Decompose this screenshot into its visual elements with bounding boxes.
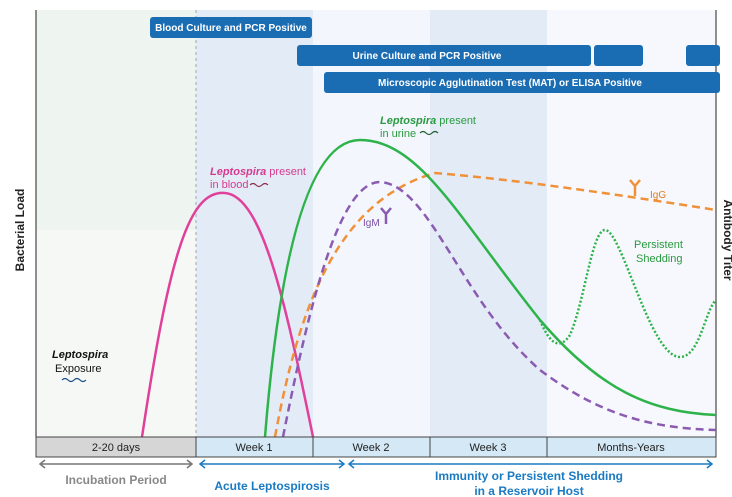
igm-icon [380,207,392,224]
right-axis-title: Antibody Titer [721,199,732,280]
left-axis-title: Bacterial Load [13,189,27,272]
week1-bg [196,10,313,437]
igg-curve [273,171,717,438]
blood-curve [140,191,315,438]
immunity-arrow [347,459,714,469]
igm-curve [281,180,717,438]
squiggle-icon [249,182,269,188]
timeline-label: Week 3 [469,442,506,454]
shedding-annotation: Persistent Shedding [634,239,683,265]
igg-label: IgG [650,190,666,201]
acute-label: Acute Leptospirosis [214,479,330,493]
urine-curve [263,138,717,438]
incubation-bg-top [36,10,196,230]
blood-test-label: Blood Culture and PCR Positive [155,23,307,34]
incubation-label: Incubation Period [65,473,166,487]
shedding-curve [538,228,717,359]
urine-test-box [297,45,591,66]
immunity-label: Immunity or Persistent Shedding in a Rese… [435,469,623,497]
incubation-arrow [38,459,194,469]
squiggle-icon [419,130,439,136]
blood-test-box [150,17,312,38]
igg-icon [629,179,641,196]
urine-test-box [594,45,643,66]
igm-label: IgM [363,218,380,229]
mat-test-label: Microscopic Agglutination Test (MAT) or … [378,78,642,89]
timeline-cell [546,436,717,458]
timeline-label: Week 1 [235,442,272,454]
timeline-label: Months-Years [597,442,665,454]
acute-arrow [198,459,346,469]
urine-test-box [686,45,720,66]
timeline-label: Week 2 [352,442,389,454]
urine-test-label: Urine Culture and PCR Positive [353,51,502,62]
squiggle-icon [61,377,87,383]
incubation-bg [36,230,196,437]
urine-annotation: Leptospira present in urine [380,115,476,140]
mat-test-box [324,72,720,93]
exposure-annotation: Leptospira Exposure [52,349,108,375]
blood-annotation: Leptospira present in blood [210,166,306,191]
timeline-label: 2-20 days [92,442,141,454]
